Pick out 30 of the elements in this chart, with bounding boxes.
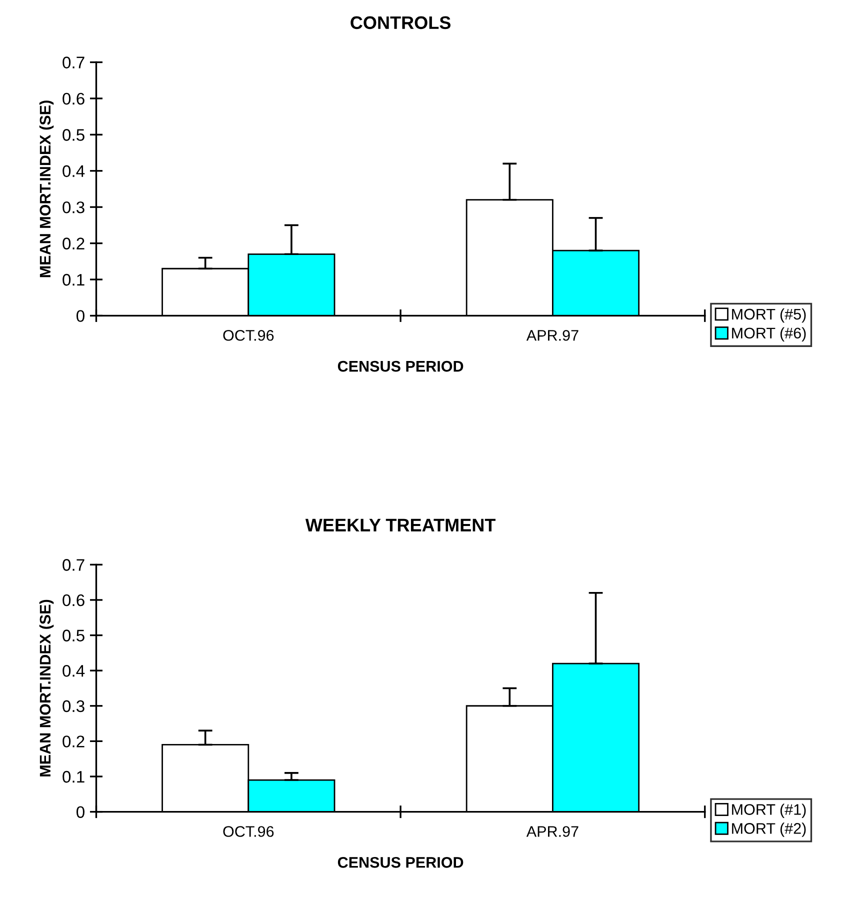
y-tick-label: 0 (76, 310, 84, 322)
x-tick-label: APR.97 (526, 330, 578, 341)
x-axis-title: CENSUS PERIOD (338, 857, 464, 868)
legend-label: MORT (#5) (732, 308, 806, 323)
y-tick-label: 0.6 (62, 92, 84, 105)
y-tick-label: 0.2 (62, 238, 84, 250)
x-axis-title: CENSUS PERIOD (338, 360, 464, 372)
x-tick-label: OCT.96 (223, 330, 274, 341)
y-tick-label: 0.6 (62, 594, 84, 606)
legend-label: MORT (#6) (732, 327, 806, 342)
y-tick-label: 0.2 (62, 736, 84, 748)
y-tick-label: 0.4 (62, 165, 85, 178)
y-axis-title: MEAN MORT.INDEX (SE) (39, 600, 54, 776)
y-tick-label: 0.5 (62, 630, 84, 642)
y-axis-title: MEAN MORT.INDEX (SE) (39, 100, 54, 278)
y-tick-label: 0.3 (62, 700, 84, 712)
y-tick-label: 0.7 (62, 559, 84, 571)
y-tick-label: 0.1 (62, 770, 84, 783)
x-tick-label: OCT.96 (223, 826, 274, 837)
y-tick-label: 0.7 (62, 56, 84, 68)
chart-title: WEEKLY TREATMENT (305, 518, 496, 532)
chart-title: CONTROLS (350, 16, 451, 30)
y-tick-label: 0.3 (62, 201, 84, 214)
legend-label: MORT (#1) (732, 804, 806, 818)
y-tick-label: 0.5 (62, 129, 84, 141)
y-tick-label: 0 (76, 806, 84, 818)
y-tick-label: 0.4 (62, 664, 85, 677)
y-tick-label: 0.1 (62, 274, 84, 286)
x-tick-label: APR.97 (526, 826, 578, 837)
legend-label: MORT (#2) (732, 822, 806, 837)
